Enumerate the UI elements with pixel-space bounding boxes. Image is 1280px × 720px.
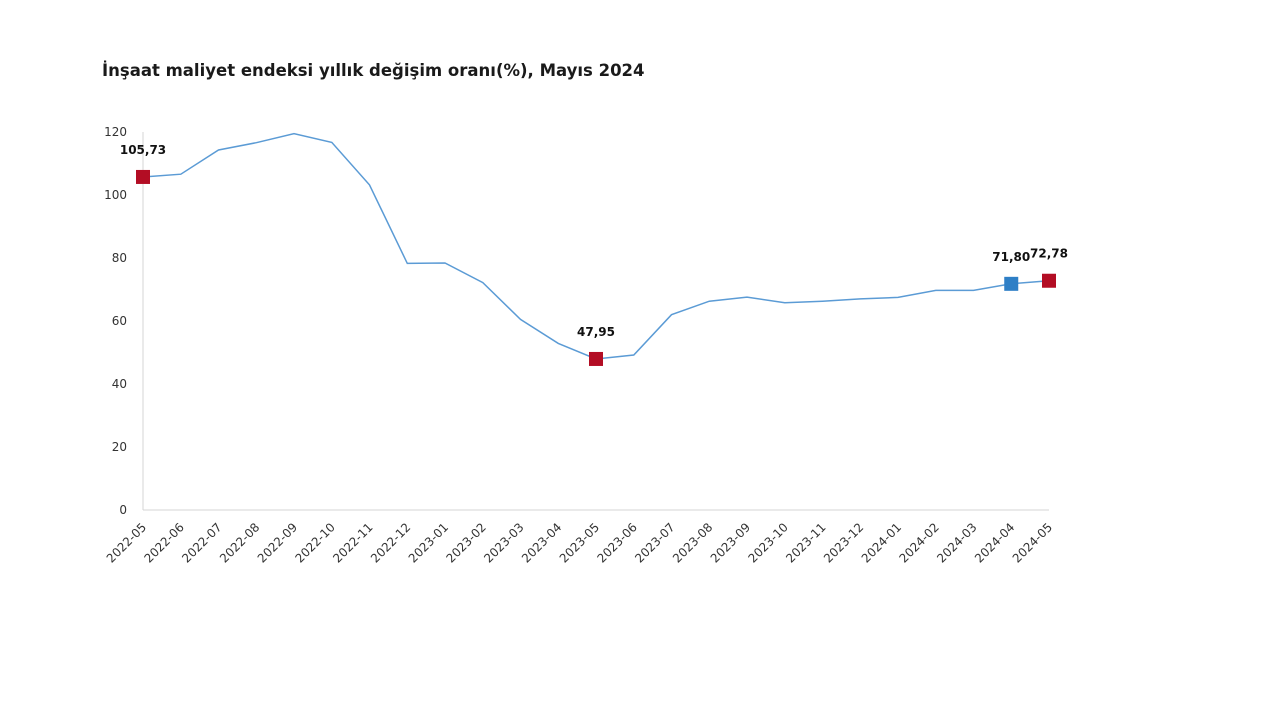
x-tick-label: 2023-07 [632,520,677,565]
data-label: 105,73 [120,143,166,157]
x-tick-label: 2023-04 [519,520,564,565]
y-tick-label: 120 [104,125,127,139]
x-tick-label: 2023-05 [557,520,602,565]
data-label: 47,95 [577,325,615,339]
x-tick-label: 2023-10 [746,520,791,565]
x-tick-label: 2023-01 [406,520,451,565]
x-tick-label: 2022-08 [217,520,262,565]
y-tick-label: 100 [104,188,127,202]
highlight-markers [136,169,1056,366]
highlight-marker [589,351,603,366]
chart-title: İnşaat maliyet endeksi yıllık değişim or… [102,61,645,80]
x-tick-label: 2023-12 [821,520,866,565]
y-tick-label: 20 [112,440,127,454]
y-axis-ticks: 0 20 40 60 80 100 120 [104,125,127,517]
x-tick-label: 2024-04 [972,520,1017,565]
y-tick-label: 40 [112,377,127,391]
data-label: 71,80 [992,250,1030,264]
x-axis-ticks: 2022-052022-062022-072022-082022-092022-… [104,520,1055,565]
highlight-marker [1042,273,1056,288]
highlight-marker [136,169,150,184]
x-tick-label: 2022-12 [368,520,413,565]
x-tick-label: 2022-05 [104,520,149,565]
x-tick-label: 2022-11 [330,520,375,565]
y-tick-label: 0 [119,503,127,517]
x-tick-label: 2023-09 [708,520,753,565]
x-tick-label: 2023-03 [481,520,526,565]
highlight-marker [1004,276,1019,291]
x-tick-label: 2022-09 [255,520,300,565]
x-tick-label: 2023-08 [670,520,715,565]
data-label: 72,78 [1030,247,1068,261]
y-tick-label: 80 [112,251,127,265]
x-tick-label: 2024-02 [897,520,942,565]
data-labels: 105,73 47,95 71,80 72,78 [120,143,1068,339]
x-tick-label: 2022-06 [142,520,187,565]
x-tick-label: 2024-01 [859,520,904,565]
x-tick-label: 2023-11 [783,520,828,565]
x-tick-label: 2022-10 [293,520,338,565]
x-tick-label: 2023-02 [444,520,489,565]
x-tick-label: 2024-03 [934,520,979,565]
x-tick-label: 2023-06 [595,520,640,565]
x-tick-label: 2024-05 [1010,520,1055,565]
y-tick-label: 60 [112,314,127,328]
x-tick-label: 2022-07 [179,520,224,565]
